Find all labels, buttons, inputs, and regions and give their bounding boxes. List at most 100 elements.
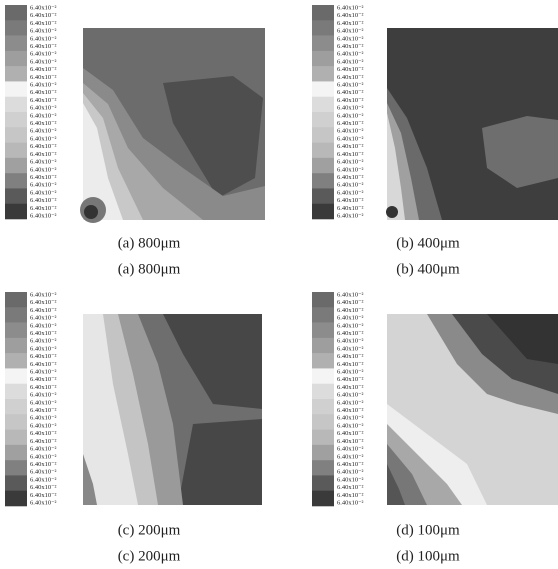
colorbar-label: 6.40x10⁻² <box>337 291 364 298</box>
colorbar-label: 6.40x10⁻² <box>30 461 57 468</box>
colorbar-label: 6.40x10⁻² <box>337 415 364 422</box>
colorbar-label: 6.40x10⁻² <box>337 43 364 50</box>
contour-image <box>80 28 265 223</box>
colorbar-swatch <box>5 491 27 507</box>
colorbar-swatch <box>5 158 27 174</box>
colorbar-label: 6.40x10⁻² <box>30 299 57 306</box>
colorbar-label: 6.40x10⁻² <box>337 338 364 345</box>
colorbar-label: 6.40x10⁻² <box>337 330 364 337</box>
colorbar-label: 6.40x10⁻² <box>337 453 364 460</box>
caption: (d) 100μm <box>396 548 460 564</box>
colorbar-label: 6.40x10⁻² <box>337 159 364 166</box>
colorbar-label: 6.40x10⁻² <box>337 82 364 89</box>
colorbar-swatch <box>312 292 334 308</box>
colorbar-label: 6.40x10⁻² <box>30 12 57 19</box>
colorbar-swatch <box>312 368 334 384</box>
colorbar-swatch <box>312 338 334 354</box>
figure-canvas: 6.40x10⁻²6.40x10⁻²6.40x10⁻²6.40x10⁻²6.40… <box>0 0 558 569</box>
colorbar-swatch <box>5 188 27 204</box>
colorbar-label: 6.40x10⁻² <box>30 128 57 135</box>
colorbar-label: 6.40x10⁻² <box>30 51 57 58</box>
colorbar-label: 6.40x10⁻² <box>337 143 364 150</box>
colorbar-swatch <box>312 173 334 189</box>
colorbar-label: 6.40x10⁻² <box>337 151 364 158</box>
colorbar-label: 6.40x10⁻² <box>30 66 57 73</box>
colorbar-label: 6.40x10⁻² <box>30 469 57 476</box>
colorbar-label: 6.40x10⁻² <box>30 376 57 383</box>
colorbar-swatch <box>5 338 27 354</box>
colorbar-swatch <box>5 399 27 415</box>
colorbar-label: 6.40x10⁻² <box>30 369 57 376</box>
colorbar-swatch <box>5 323 27 339</box>
colorbar-swatch <box>312 143 334 159</box>
colorbar-swatch <box>5 66 27 82</box>
colorbar-label: 6.40x10⁻² <box>337 189 364 196</box>
colorbar-label: 6.40x10⁻² <box>337 315 364 322</box>
colorbar-label: 6.40x10⁻² <box>30 74 57 81</box>
colorbar-label: 6.40x10⁻² <box>30 4 57 11</box>
colorbar-label: 6.40x10⁻² <box>337 399 364 406</box>
colorbar-label: 6.40x10⁻² <box>30 322 57 329</box>
colorbar-label: 6.40x10⁻² <box>337 112 364 119</box>
colorbar-label: 6.40x10⁻² <box>30 492 57 499</box>
colorbar-label: 6.40x10⁻² <box>337 205 364 212</box>
colorbar-label: 6.40x10⁻² <box>337 430 364 437</box>
colorbar-label: 6.40x10⁻² <box>337 174 364 181</box>
colorbar-label: 6.40x10⁻² <box>337 376 364 383</box>
colorbar-label: 6.40x10⁻² <box>337 461 364 468</box>
colorbar-swatch <box>312 399 334 415</box>
colorbar-swatch <box>5 475 27 491</box>
colorbar-swatch <box>5 97 27 113</box>
colorbar-swatch <box>5 127 27 143</box>
colorbar-swatch <box>5 173 27 189</box>
colorbar-swatch <box>312 323 334 339</box>
colorbar-label: 6.40x10⁻² <box>30 174 57 181</box>
colorbar-label: 6.40x10⁻² <box>337 492 364 499</box>
colorbar-label: 6.40x10⁻² <box>337 166 364 173</box>
colorbar-label: 6.40x10⁻² <box>30 307 57 314</box>
colorbar-label: 6.40x10⁻² <box>337 422 364 429</box>
colorbar-swatch <box>312 81 334 97</box>
colorbar-label: 6.40x10⁻² <box>337 499 364 506</box>
colorbar-swatch <box>312 353 334 369</box>
colorbar-label: 6.40x10⁻² <box>337 4 364 11</box>
colorbar-swatch <box>5 51 27 67</box>
caption: (a) 800μm <box>118 235 181 251</box>
colorbar-swatch <box>312 475 334 491</box>
colorbar-label: 6.40x10⁻² <box>337 446 364 453</box>
colorbar-label: 6.40x10⁻² <box>337 35 364 42</box>
colorbar-swatch <box>312 430 334 446</box>
colorbar-label: 6.40x10⁻² <box>337 322 364 329</box>
colorbar-swatch <box>5 430 27 446</box>
colorbar-swatch <box>5 204 27 220</box>
colorbar-label: 6.40x10⁻² <box>337 51 364 58</box>
colorbar-swatch <box>5 414 27 430</box>
colorbar-label: 6.40x10⁻² <box>337 212 364 219</box>
colorbar-label: 6.40x10⁻² <box>30 484 57 491</box>
colorbar-swatch <box>5 36 27 52</box>
colorbar-swatch <box>312 158 334 174</box>
colorbar-label: 6.40x10⁻² <box>337 307 364 314</box>
colorbar-label: 6.40x10⁻² <box>30 499 57 506</box>
colorbar-label: 6.40x10⁻² <box>337 353 364 360</box>
colorbar-label: 6.40x10⁻² <box>337 105 364 112</box>
colorbar-label: 6.40x10⁻² <box>30 143 57 150</box>
colorbar-label: 6.40x10⁻² <box>337 89 364 96</box>
colorbar-swatch <box>5 81 27 97</box>
colorbar-swatch <box>5 384 27 400</box>
colorbar-label: 6.40x10⁻² <box>337 345 364 352</box>
colorbar-label: 6.40x10⁻² <box>30 338 57 345</box>
colorbar-label: 6.40x10⁻² <box>337 197 364 204</box>
colorbar-label: 6.40x10⁻² <box>30 112 57 119</box>
colorbar-label: 6.40x10⁻² <box>30 97 57 104</box>
colorbar-swatch <box>5 143 27 159</box>
colorbar-label: 6.40x10⁻² <box>30 197 57 204</box>
colorbar-label: 6.40x10⁻² <box>30 43 57 50</box>
colorbar-swatch <box>312 66 334 82</box>
colorbar-label: 6.40x10⁻² <box>30 407 57 414</box>
colorbar-label: 6.40x10⁻² <box>337 12 364 19</box>
colorbar-label: 6.40x10⁻² <box>30 415 57 422</box>
colorbar-label: 6.40x10⁻² <box>30 453 57 460</box>
colorbar-label: 6.40x10⁻² <box>337 361 364 368</box>
colorbar-swatch <box>312 51 334 67</box>
